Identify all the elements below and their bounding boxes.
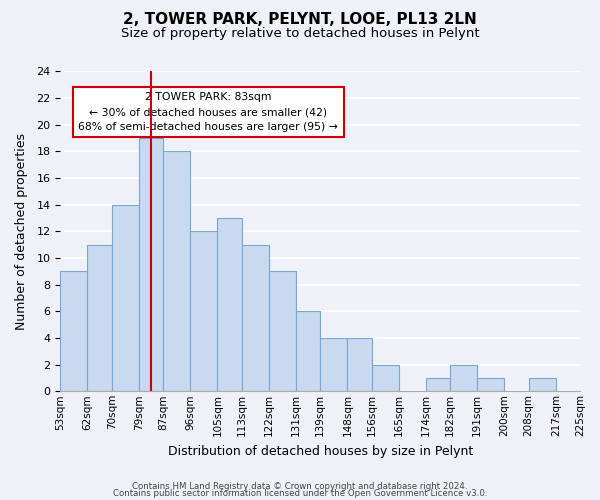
Text: Contains HM Land Registry data © Crown copyright and database right 2024.: Contains HM Land Registry data © Crown c…	[132, 482, 468, 491]
Bar	[190, 232, 217, 392]
Bar	[88, 244, 112, 392]
Text: Size of property relative to detached houses in Pelynt: Size of property relative to detached ho…	[121, 28, 479, 40]
Bar	[426, 378, 450, 392]
Bar	[529, 378, 556, 392]
Bar	[371, 364, 399, 392]
Bar	[450, 364, 477, 392]
Text: 2 TOWER PARK: 83sqm
← 30% of detached houses are smaller (42)
68% of semi-detach: 2 TOWER PARK: 83sqm ← 30% of detached ho…	[79, 92, 338, 132]
Bar	[139, 138, 163, 392]
X-axis label: Distribution of detached houses by size in Pelynt: Distribution of detached houses by size …	[167, 444, 473, 458]
Bar	[112, 204, 139, 392]
Bar	[163, 152, 190, 392]
Bar	[61, 272, 88, 392]
Bar	[320, 338, 347, 392]
Bar	[217, 218, 242, 392]
Bar	[347, 338, 371, 392]
Bar	[296, 312, 320, 392]
Bar	[477, 378, 505, 392]
Text: 2, TOWER PARK, PELYNT, LOOE, PL13 2LN: 2, TOWER PARK, PELYNT, LOOE, PL13 2LN	[123, 12, 477, 28]
Y-axis label: Number of detached properties: Number of detached properties	[15, 133, 28, 330]
Bar	[242, 244, 269, 392]
Text: Contains public sector information licensed under the Open Government Licence v3: Contains public sector information licen…	[113, 489, 487, 498]
Bar	[269, 272, 296, 392]
